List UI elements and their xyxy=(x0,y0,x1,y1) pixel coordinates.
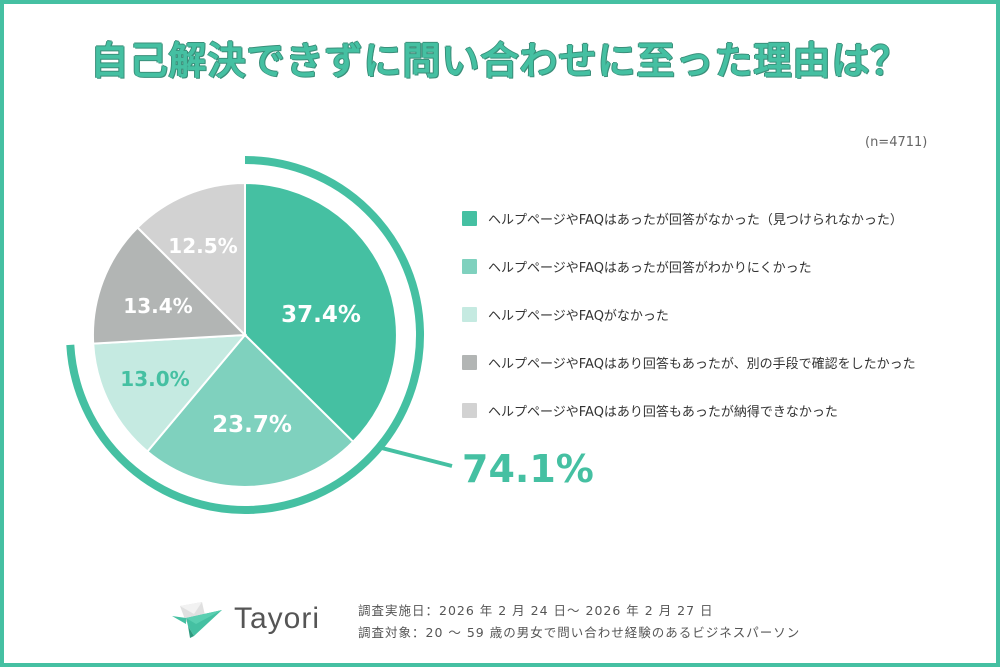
pie-slice-3 xyxy=(92,333,248,453)
legend-item: ヘルプページやFAQはあり回答もあったが、別の手段で確認をしたかった xyxy=(462,352,916,372)
legend-item: ヘルプページやFAQはあったが回答がなかった（見つけられなかった） xyxy=(462,208,916,228)
slice-label-2: 23.7% xyxy=(212,412,292,438)
legend-label: ヘルプページやFAQはあったが回答がわかりにくかった xyxy=(488,260,812,276)
tayori-logo: Tayori xyxy=(172,600,320,638)
slice-label-3: 13.0% xyxy=(120,367,189,391)
sample-size-label: (n=4711) xyxy=(865,135,928,150)
total-callout: 74.1% xyxy=(462,447,594,491)
legend-item: ヘルプページやFAQはあり回答もあったが納得できなかった xyxy=(462,400,916,420)
legend-item: ヘルプページやFAQはあったが回答がわかりにくかった xyxy=(462,256,916,276)
legend: ヘルプページやFAQはあったが回答がなかった（見つけられなかった） ヘルプページ… xyxy=(462,208,916,448)
slice-label-5: 12.5% xyxy=(168,234,237,258)
highlight-arc xyxy=(66,156,425,514)
pie-slice-1 xyxy=(244,181,398,444)
legend-label: ヘルプページやFAQはあり回答もあったが納得できなかった xyxy=(488,404,838,420)
slice-label-4: 13.4% xyxy=(123,294,192,318)
survey-target: 調査対象：20 ～ 59 歳の男女で問い合わせ経験のあるビジネスパーソン xyxy=(358,625,801,640)
logo-text: Tayori xyxy=(234,602,321,635)
legend-swatch xyxy=(462,354,477,370)
callout-line xyxy=(377,445,453,468)
legend-label: ヘルプページやFAQはあり回答もあったが、別の手段で確認をしたかった xyxy=(488,356,916,372)
pie-slice-2 xyxy=(145,333,355,488)
legend-swatch xyxy=(462,402,477,418)
pie-slice-4 xyxy=(91,226,248,345)
chart-title: 自己解決できずに問い合わせに至った理由は？ xyxy=(90,39,910,83)
slice-label-1: 37.4% xyxy=(281,302,361,328)
paper-plane-icon xyxy=(172,602,222,638)
legend-swatch xyxy=(462,306,477,322)
survey-date: 調査実施日：2026 年 2 月 24 日～ 2026 年 2 月 27 日 xyxy=(358,603,714,618)
pie-slice-5 xyxy=(136,181,246,338)
legend-label: ヘルプページやFAQはあったが回答がなかった（見つけられなかった） xyxy=(488,212,903,228)
legend-item: ヘルプページやFAQがなかった xyxy=(462,304,916,324)
legend-swatch xyxy=(462,258,477,274)
legend-label: ヘルプページやFAQがなかった xyxy=(488,308,669,324)
legend-swatch xyxy=(462,210,477,226)
survey-info: 調査実施日：2026 年 2 月 24 日～ 2026 年 2 月 27 日 調… xyxy=(358,600,800,644)
